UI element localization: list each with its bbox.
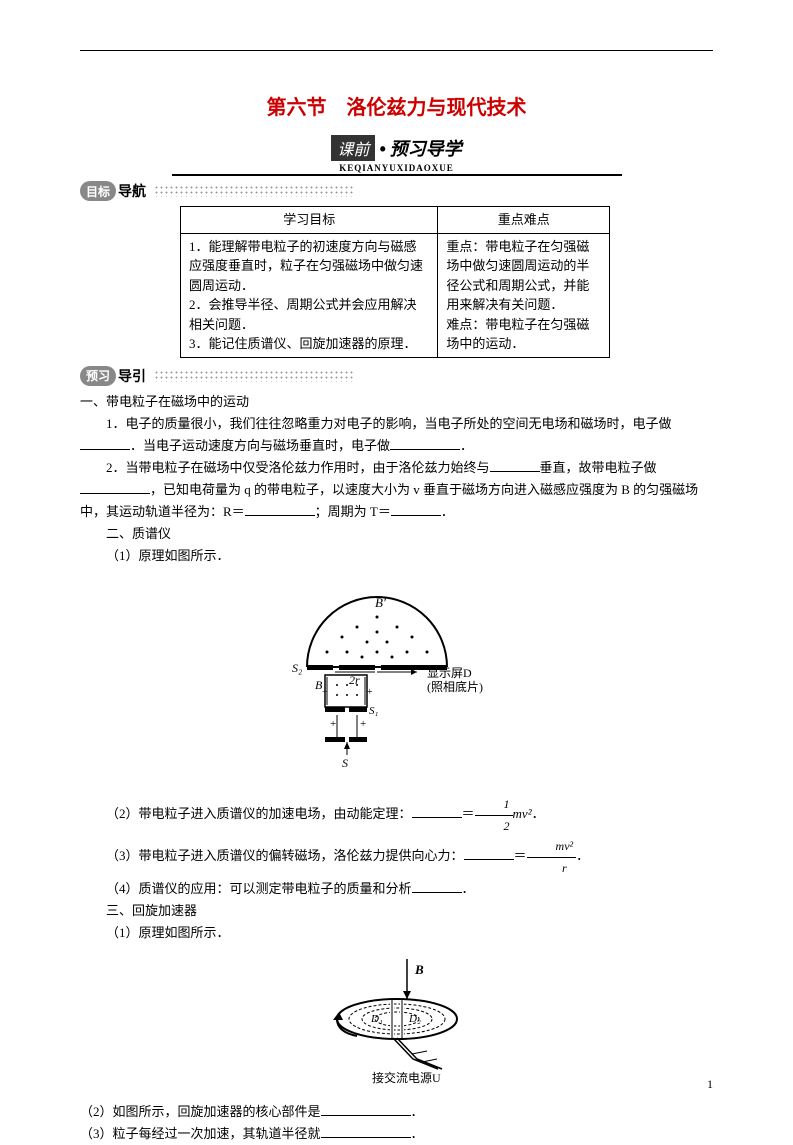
- table-header-right: 重点难点: [438, 207, 610, 234]
- table-cell-right: 重点：带电粒子在匀强磁场中做匀速圆周运动的半径公式和周期公式，并能用来解决有关问…: [438, 233, 610, 357]
- svg-text:B: B: [414, 962, 424, 977]
- dots-decoration-2: [154, 370, 354, 382]
- preview-badge: 预习: [80, 366, 116, 386]
- svg-text:S₂: S₂: [292, 661, 302, 675]
- blank: [412, 804, 462, 818]
- section-banner: 课前 • 预习导学 KEQIANYUXIDAOXUE: [80, 135, 713, 173]
- blank: [390, 436, 460, 450]
- blank: [391, 502, 441, 516]
- blank: [412, 879, 462, 893]
- blank: [321, 1124, 411, 1138]
- svg-text:接交流电源U: 接交流电源U: [372, 1070, 441, 1084]
- page-title: 第六节 洛伦兹力与现代技术: [80, 91, 713, 120]
- blank: [80, 480, 150, 494]
- svg-text:+: +: [367, 687, 373, 698]
- top-rule: [80, 50, 713, 51]
- table-header-left: 学习目标: [181, 207, 438, 234]
- sec3-heading: 三、回旋加速器: [80, 900, 713, 922]
- dots-decoration: [154, 185, 354, 197]
- svg-text:−: −: [322, 687, 328, 698]
- blank: [464, 846, 514, 860]
- page-number: 1: [707, 1077, 713, 1092]
- mass-spectrometer-figure: B' S₂ B − + 2r 显示屏D (照相底片) S₁ ++: [80, 577, 713, 784]
- svg-text:2r: 2r: [349, 673, 360, 687]
- banner-pinyin: KEQIANYUXIDAOXUE: [339, 163, 454, 173]
- sec2-p2: （2）带电粒子进入质谱仪的加速电场，由动能定理：＝12mv²．: [80, 794, 713, 836]
- preview-text: 导引: [118, 366, 146, 386]
- blank: [490, 458, 540, 472]
- blank: [80, 436, 130, 450]
- svg-text:S: S: [342, 756, 348, 770]
- content-body: 一、带电粒子在磁场中的运动 1．电子的质量很小，我们往往忽略重力对电子的影响，当…: [80, 391, 713, 1145]
- table-cell-left: 1．能理解带电粒子的初速度方向与磁感应强度垂直时，粒子在匀强磁场中做匀速圆周运动…: [181, 233, 438, 357]
- svg-text:+: +: [330, 718, 336, 730]
- sec1-p1: 1．电子的质量很小，我们往往忽略重力对电子的影响，当电子所处的空间无电场和磁场时…: [80, 413, 713, 457]
- sec3-p3: （3）粒子每经过一次加速，其轨道半径就．: [80, 1123, 713, 1145]
- sec2-p3: （3）带电粒子进入质谱仪的偏转磁场，洛伦兹力提供向心力：＝mv²r．: [80, 836, 713, 878]
- sec2-heading: 二、质谱仪: [80, 523, 713, 545]
- svg-text:(照相底片): (照相底片): [427, 679, 483, 694]
- sec1-heading: 一、带电粒子在磁场中的运动: [80, 391, 713, 413]
- sec1-p2: 2．当带电粒子在磁场中仅受洛伦兹力作用时，由于洛伦兹力始终与垂直，故带电粒子做，…: [80, 457, 713, 523]
- cyclotron-figure: B D₁ D₂ 接交流电源U: [80, 954, 713, 1091]
- sec2-p4: （4）质谱仪的应用：可以测定带电粒子的质量和分析．: [80, 878, 713, 900]
- goals-table: 学习目标 重点难点 1．能理解带电粒子的初速度方向与磁感应强度垂直时，粒子在匀强…: [180, 206, 610, 358]
- svg-text:显示屏D: 显示屏D: [427, 666, 472, 680]
- sec3-p1: （1）原理如图所示．: [80, 922, 713, 944]
- banner-teach: 预习导学: [390, 135, 462, 161]
- svg-text:B': B': [375, 595, 386, 610]
- banner-underline: [172, 174, 622, 176]
- banner-dot: •: [379, 139, 385, 160]
- goals-badge: 目标: [80, 181, 116, 201]
- svg-text:+: +: [360, 718, 366, 730]
- sec3-p2: （2）如图所示，回旋加速器的核心部件是．: [80, 1101, 713, 1123]
- subheader-preview: 预习 导引: [80, 366, 713, 386]
- subheader-goals: 目标 导航: [80, 181, 713, 201]
- svg-text:S₁: S₁: [369, 705, 379, 717]
- svg-text:D₂: D₂: [408, 1013, 421, 1025]
- sec2-p1: （1）原理如图所示．: [80, 545, 713, 567]
- banner-preview: 课前: [331, 135, 375, 161]
- blank: [321, 1102, 411, 1116]
- svg-text:D₁: D₁: [370, 1013, 383, 1025]
- goals-text: 导航: [118, 181, 146, 201]
- blank: [245, 502, 315, 516]
